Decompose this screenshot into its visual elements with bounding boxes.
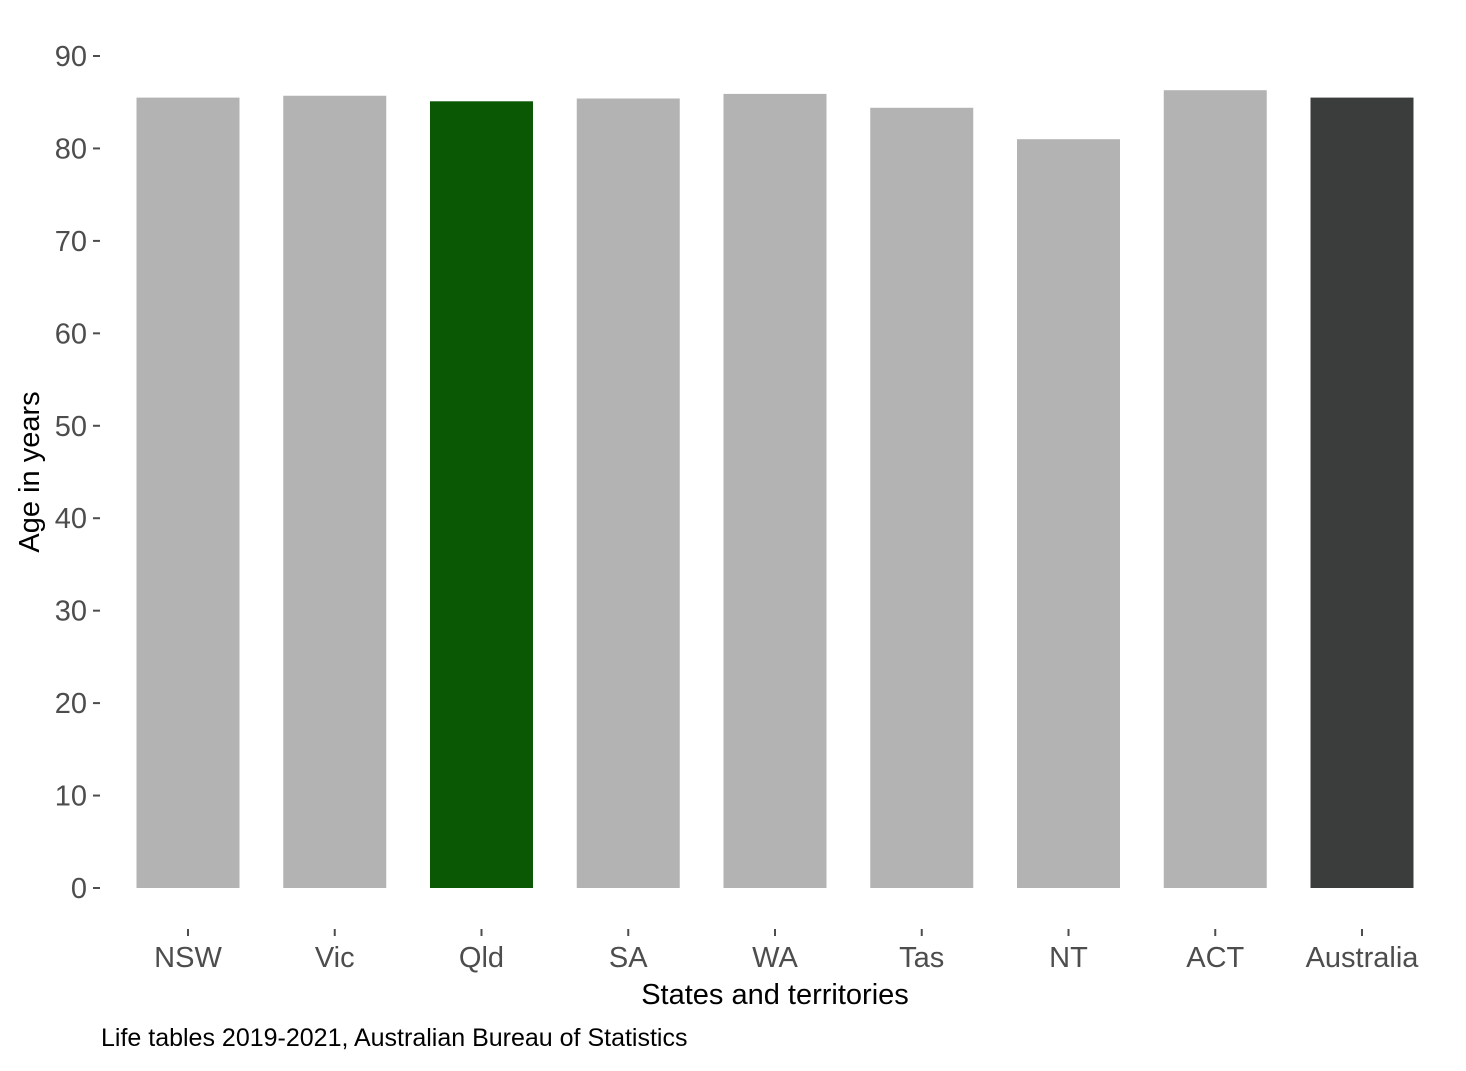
x-tick-label-sa: SA [609,942,648,974]
x-axis-title: States and territories [641,979,909,1011]
bar-wa [723,93,827,888]
y-tick-label: 0 [71,873,87,905]
bars [136,90,1414,889]
y-axis: 0 10 20 30 40 50 60 70 80 90 [55,41,100,905]
x-tick-label-nt: NT [1049,942,1088,974]
x-axis: NSW Vic Qld SA WA Tas NT ACT Australia [154,929,1419,974]
bar-tas [870,107,974,888]
bar-nt [1017,139,1120,888]
y-tick-label: 90 [55,41,87,73]
bar-act [1163,90,1267,888]
x-tick-label-act: ACT [1186,942,1244,974]
bar-nsw [136,97,240,889]
bar-australia [1310,97,1414,889]
x-tick-label-australia: Australia [1306,942,1420,974]
x-tick-label-wa: WA [752,942,798,974]
y-tick-label: 30 [55,596,87,628]
x-tick-label-vic: Vic [315,942,355,974]
bar-sa [576,98,680,889]
bar-qld [430,101,533,888]
x-tick-label-qld: Qld [459,942,504,974]
x-tick-label-nsw: NSW [154,942,222,974]
y-tick-label: 60 [55,318,87,350]
x-tick-label-tas: Tas [899,942,944,974]
y-tick-label: 70 [55,226,87,258]
y-tick-label: 40 [55,503,87,535]
chart-caption: Life tables 2019-2021, Australian Bureau… [101,1024,687,1052]
y-tick-label: 80 [55,133,87,165]
y-axis-title: Age in years [14,391,46,552]
bar-vic [283,95,387,889]
y-tick-label: 10 [55,781,87,813]
y-tick-label: 20 [55,688,87,720]
y-tick-label: 50 [55,411,87,443]
